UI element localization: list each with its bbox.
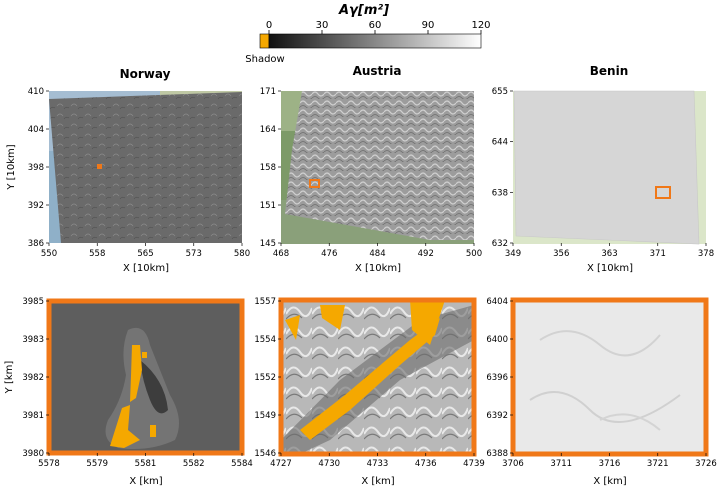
austria-zoom-ytick-label: 1549	[254, 411, 276, 421]
austria-zoom-xtick-label: 4736	[415, 459, 437, 469]
panel-title-austria: Austria	[353, 64, 402, 78]
norway-overview-xtick-label: 580	[234, 249, 250, 259]
benin-zoom-map	[510, 297, 709, 457]
colorbar-shadow-swatch	[259, 33, 270, 49]
benin-overview-xtick-label: 378	[698, 249, 714, 259]
austria-zoom-xtick-label: 4727	[270, 459, 292, 469]
norway-zoom-xtick-label: 5582	[183, 459, 205, 469]
colorbar-gradient	[268, 33, 482, 49]
panel-title-benin: Benin	[590, 64, 628, 78]
austria-overview-ytick-label: 164	[260, 125, 276, 135]
austria-zoom-xlabel: X [km]	[361, 476, 394, 487]
benin-zoom-xtick-label: 3716	[599, 459, 621, 469]
austria-overview-ytick-label: 151	[260, 201, 276, 211]
norway-zoom-xtick-label: 5584	[231, 459, 253, 469]
norway-overview-ytick-label: 386	[28, 239, 44, 249]
benin-overview-ytick-label: 632	[492, 239, 508, 249]
benin-overview-ytick-label: 655	[492, 87, 508, 97]
norway-zoom-ytick-label: 3982	[22, 373, 44, 383]
benin-zoom-ytick-label: 6388	[486, 449, 508, 459]
benin-overview-map	[513, 90, 706, 245]
austria-overview-xlabel: X [10km]	[355, 263, 401, 274]
austria-overview-ytick-label: 145	[260, 239, 276, 249]
colorbar-title: Aγ[m²]	[338, 3, 389, 18]
norway-overview-map	[49, 91, 242, 243]
benin-overview-xtick-label: 371	[650, 249, 666, 259]
colorbar: Aγ[m²] 0 30 60 90 120 Shadow	[245, 3, 490, 65]
austria-highlight-box	[309, 179, 320, 188]
norway-zoom-ylabel: Y [km]	[4, 361, 15, 395]
norway-zoom-xtick-label: 5578	[38, 459, 60, 469]
benin-zoom-ytick-label: 6396	[486, 373, 508, 383]
colorbar-tick-label: 0	[266, 20, 272, 31]
colorbar-tick-label: 60	[369, 20, 382, 31]
panel-title-norway: Norway	[120, 67, 171, 81]
benin-overview-xlabel: X [10km]	[587, 263, 633, 274]
colorbar-tick-label: 120	[471, 20, 490, 31]
benin-overview-ytick-label: 638	[492, 188, 508, 198]
austria-zoom-ytick-label: 1546	[254, 449, 276, 459]
colorbar-tick-label: 30	[316, 20, 329, 31]
norway-overview-xtick-label: 573	[186, 249, 202, 259]
norway-zoom-map	[46, 298, 245, 456]
norway-highlight-marker	[97, 164, 102, 169]
norway-zoom-ytick-label: 3983	[22, 335, 44, 345]
benin-zoom-ytick-label: 6392	[486, 411, 508, 421]
norway-overview-ytick-label: 392	[28, 201, 44, 211]
norway-zoom-ytick-label: 3980	[22, 449, 44, 459]
benin-overview-xtick-label: 349	[505, 249, 521, 259]
benin-highlight-box	[655, 186, 671, 199]
austria-overview-xtick-label: 484	[369, 249, 385, 259]
norway-overview-xtick-label: 558	[89, 249, 105, 259]
norway-zoom-xlabel: X [km]	[129, 476, 162, 487]
norway-overview-xlabel: X [10km]	[123, 263, 169, 274]
austria-zoom-xtick-label: 4739	[463, 459, 485, 469]
benin-overview-ytick-label: 644	[492, 138, 508, 148]
norway-overview-xtick-label: 565	[137, 249, 153, 259]
colorbar-tick-label: 90	[422, 20, 435, 31]
norway-overview-ytick-label: 398	[28, 163, 44, 173]
austria-overview-xtick-label: 468	[273, 249, 289, 259]
norway-overview-xtick-label: 550	[41, 249, 57, 259]
austria-overview-xtick-label: 492	[418, 249, 434, 259]
austria-zoom-ytick-label: 1557	[254, 297, 276, 307]
austria-overview-ytick-label: 171	[260, 87, 276, 97]
benin-overview-xtick-label: 363	[601, 249, 617, 259]
austria-overview-xtick-label: 476	[321, 249, 337, 259]
norway-zoom-xtick-label: 5581	[135, 459, 157, 469]
benin-zoom-ytick-label: 6400	[486, 335, 508, 345]
axis-ticks: 550 558 565 573 580 410 404 398 392 386 468 476 484 4…	[22, 87, 716, 469]
benin-zoom-xtick-label: 3706	[502, 459, 524, 469]
austria-overview-ytick-label: 158	[260, 163, 276, 173]
benin-zoom-xtick-label: 3726	[695, 459, 717, 469]
norway-overview-ytick-label: 410	[28, 87, 44, 97]
austria-zoom-xtick-label: 4730	[318, 459, 340, 469]
austria-zoom-xtick-label: 4733	[367, 459, 389, 469]
benin-overview-xtick-label: 356	[553, 249, 569, 259]
colorbar-ticks: 0 30 60 90 120	[266, 20, 491, 34]
austria-zoom-ytick-label: 1552	[254, 373, 276, 383]
austria-zoom-ytick-label: 1554	[254, 335, 276, 345]
benin-zoom-ytick-label: 6404	[486, 297, 508, 307]
benin-zoom-xtick-label: 3721	[647, 459, 669, 469]
austria-zoom-map	[278, 297, 477, 457]
norway-overview-ylabel: Y [10km]	[6, 144, 17, 190]
colorbar-shadow-label: Shadow	[245, 54, 284, 65]
norway-overview-ytick-label: 404	[28, 125, 44, 135]
austria-overview-map	[281, 91, 474, 244]
norway-zoom-ytick-label: 3981	[22, 411, 44, 421]
austria-overview-xtick-label: 500	[466, 249, 482, 259]
norway-zoom-xtick-label: 5579	[86, 459, 108, 469]
benin-zoom-xtick-label: 3711	[550, 459, 572, 469]
norway-zoom-ytick-label: 3985	[22, 297, 44, 307]
benin-zoom-xlabel: X [km]	[593, 476, 626, 487]
